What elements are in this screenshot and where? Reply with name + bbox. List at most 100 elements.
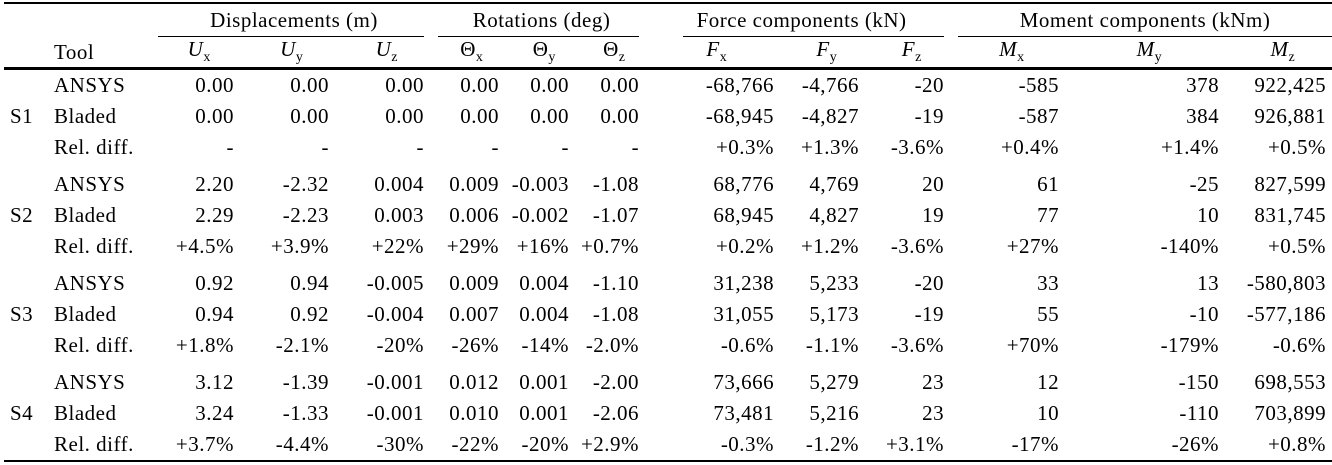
table-row: S3 Bladed 0.94 0.92 -0.004 0.007 0.004 -1.08 31,… xyxy=(4,299,1332,330)
value-cell: +0.5% xyxy=(1267,135,1327,159)
value-cell: 12 xyxy=(1037,370,1060,394)
column-header-mx: Mx xyxy=(954,37,1070,70)
value-cell: -587 xyxy=(1018,104,1060,128)
value-cell: -4,766 xyxy=(801,73,860,97)
value-cell: 0.009 xyxy=(449,172,500,196)
group-label: Displacements (m) xyxy=(210,8,378,32)
value-cell: +70% xyxy=(1006,333,1060,357)
value-cell: 13 xyxy=(1197,271,1220,295)
value-cell: 0.00 xyxy=(600,73,640,97)
value-cell: +16% xyxy=(516,234,570,258)
header-corner xyxy=(4,3,154,37)
value-cell: +0.2% xyxy=(715,234,775,258)
value-cell: -2.00 xyxy=(592,370,640,394)
value-cell: 5,233 xyxy=(809,271,860,295)
value-cell: +1.4% xyxy=(1160,135,1220,159)
value-cell: +0.7% xyxy=(580,234,640,258)
value-cell: -577,186 xyxy=(1246,302,1327,326)
value-cell: 0.00 xyxy=(195,73,234,97)
value-cell: -20 xyxy=(914,73,945,97)
group-header-moment: Moment components (kNm) xyxy=(954,3,1332,37)
value-cell: 0.006 xyxy=(449,203,500,227)
tool-cell: ANSYS xyxy=(54,172,126,196)
value-cell: -1.33 xyxy=(282,401,329,425)
value-cell: 0.00 xyxy=(530,73,570,97)
case-label xyxy=(4,367,50,398)
value-cell: -68,766 xyxy=(705,73,775,97)
value-cell: 378 xyxy=(1186,73,1220,97)
value-cell: -26% xyxy=(1171,432,1220,456)
value-cell: -110 xyxy=(1179,401,1220,425)
value-cell: 926,881 xyxy=(1254,104,1327,128)
value-cell: 2.20 xyxy=(195,172,234,196)
value-cell: 10 xyxy=(1037,401,1060,425)
value-cell: 20 xyxy=(922,172,945,196)
value-cell: 19 xyxy=(922,203,945,227)
value-cell: 0.004 xyxy=(374,172,425,196)
value-cell: -1.08 xyxy=(592,302,640,326)
value-cell: 827,599 xyxy=(1254,172,1327,196)
value-cell: 0.00 xyxy=(530,104,570,128)
value-cell: -0.004 xyxy=(366,302,425,326)
tool-cell: ANSYS xyxy=(54,73,126,97)
value-cell: -150 xyxy=(1178,370,1220,394)
value-cell: 5,279 xyxy=(809,370,860,394)
value-cell: +4.5% xyxy=(175,234,234,258)
column-header-thetaz: Θz xyxy=(579,37,650,70)
case-label xyxy=(4,69,50,102)
case-label xyxy=(4,169,50,200)
value-cell: +0.8% xyxy=(1267,432,1327,456)
table-row: ANSYS 0.92 0.94 -0.005 0.009 0.004 -1.10 31,238… xyxy=(4,268,1332,299)
table-row: ANSYS 2.20 -2.32 0.004 0.009 -0.003 -1.08 68,77… xyxy=(4,169,1332,200)
column-header-fy: Fy xyxy=(784,37,870,70)
value-cell: 23 xyxy=(922,370,945,394)
value-cell: +1.8% xyxy=(175,333,234,357)
value-cell: +0.5% xyxy=(1267,234,1327,258)
value-cell: 4,827 xyxy=(809,203,860,227)
value-cell: -22% xyxy=(451,432,500,456)
value-cell: -1.39 xyxy=(282,370,329,394)
tool-cell: ANSYS xyxy=(54,271,126,295)
value-cell: -1.07 xyxy=(592,203,640,227)
value-cell: +3.1% xyxy=(885,432,945,456)
column-header-row: Tool Ux Uy Uz Θx Θy Θz Fx Fy Fz Mx My Mz xyxy=(4,37,1332,70)
column-header-fz: Fz xyxy=(869,37,955,70)
table-row: Rel. diff. - - - - - - +0.3% +1.3% -3.6% +0.4% +1.4… xyxy=(4,132,1332,163)
group-header-rotations: Rotations (deg) xyxy=(434,3,649,37)
value-cell: 0.012 xyxy=(449,370,500,394)
value-cell: 5,216 xyxy=(809,401,860,425)
value-cell: 0.94 xyxy=(195,302,234,326)
tool-cell: Rel. diff. xyxy=(54,234,134,258)
value-cell: -0.001 xyxy=(366,401,425,425)
value-cell: 23 xyxy=(922,401,945,425)
value-cell: +27% xyxy=(1006,234,1060,258)
column-header-uy: Uy xyxy=(244,37,339,70)
value-cell: 0.00 xyxy=(385,104,425,128)
value-cell: 0.92 xyxy=(290,302,329,326)
value-cell: -17% xyxy=(1011,432,1060,456)
value-cell: -140% xyxy=(1160,234,1220,258)
value-cell: 5,173 xyxy=(809,302,860,326)
table-row: S4 Bladed 3.24 -1.33 -0.001 0.010 0.001 -2.06 73… xyxy=(4,398,1332,429)
value-cell: 33 xyxy=(1037,271,1060,295)
tool-cell: Rel. diff. xyxy=(54,135,134,159)
value-cell: +3.9% xyxy=(270,234,329,258)
results-table: Displacements (m) Rotations (deg) Force … xyxy=(4,2,1332,462)
table-row: S2 Bladed 2.29 -2.23 0.003 0.006 -0.002 -1.07 68… xyxy=(4,200,1332,231)
value-cell: +29% xyxy=(446,234,500,258)
value-cell: 0.007 xyxy=(449,302,500,326)
value-cell: -0.3% xyxy=(720,432,775,456)
value-cell: 73,481 xyxy=(713,401,775,425)
value-cell: - xyxy=(226,135,234,159)
value-cell: - xyxy=(416,135,425,159)
value-cell: 4,769 xyxy=(809,172,860,196)
group-label: Moment components (kNm) xyxy=(1019,8,1271,32)
value-cell: 384 xyxy=(1186,104,1220,128)
value-cell: 0.00 xyxy=(385,73,425,97)
value-cell: -0.002 xyxy=(511,203,570,227)
case-label: S4 xyxy=(10,401,34,425)
value-cell: +0.3% xyxy=(715,135,775,159)
value-cell: 3.24 xyxy=(195,401,234,425)
value-cell: 77 xyxy=(1037,203,1060,227)
